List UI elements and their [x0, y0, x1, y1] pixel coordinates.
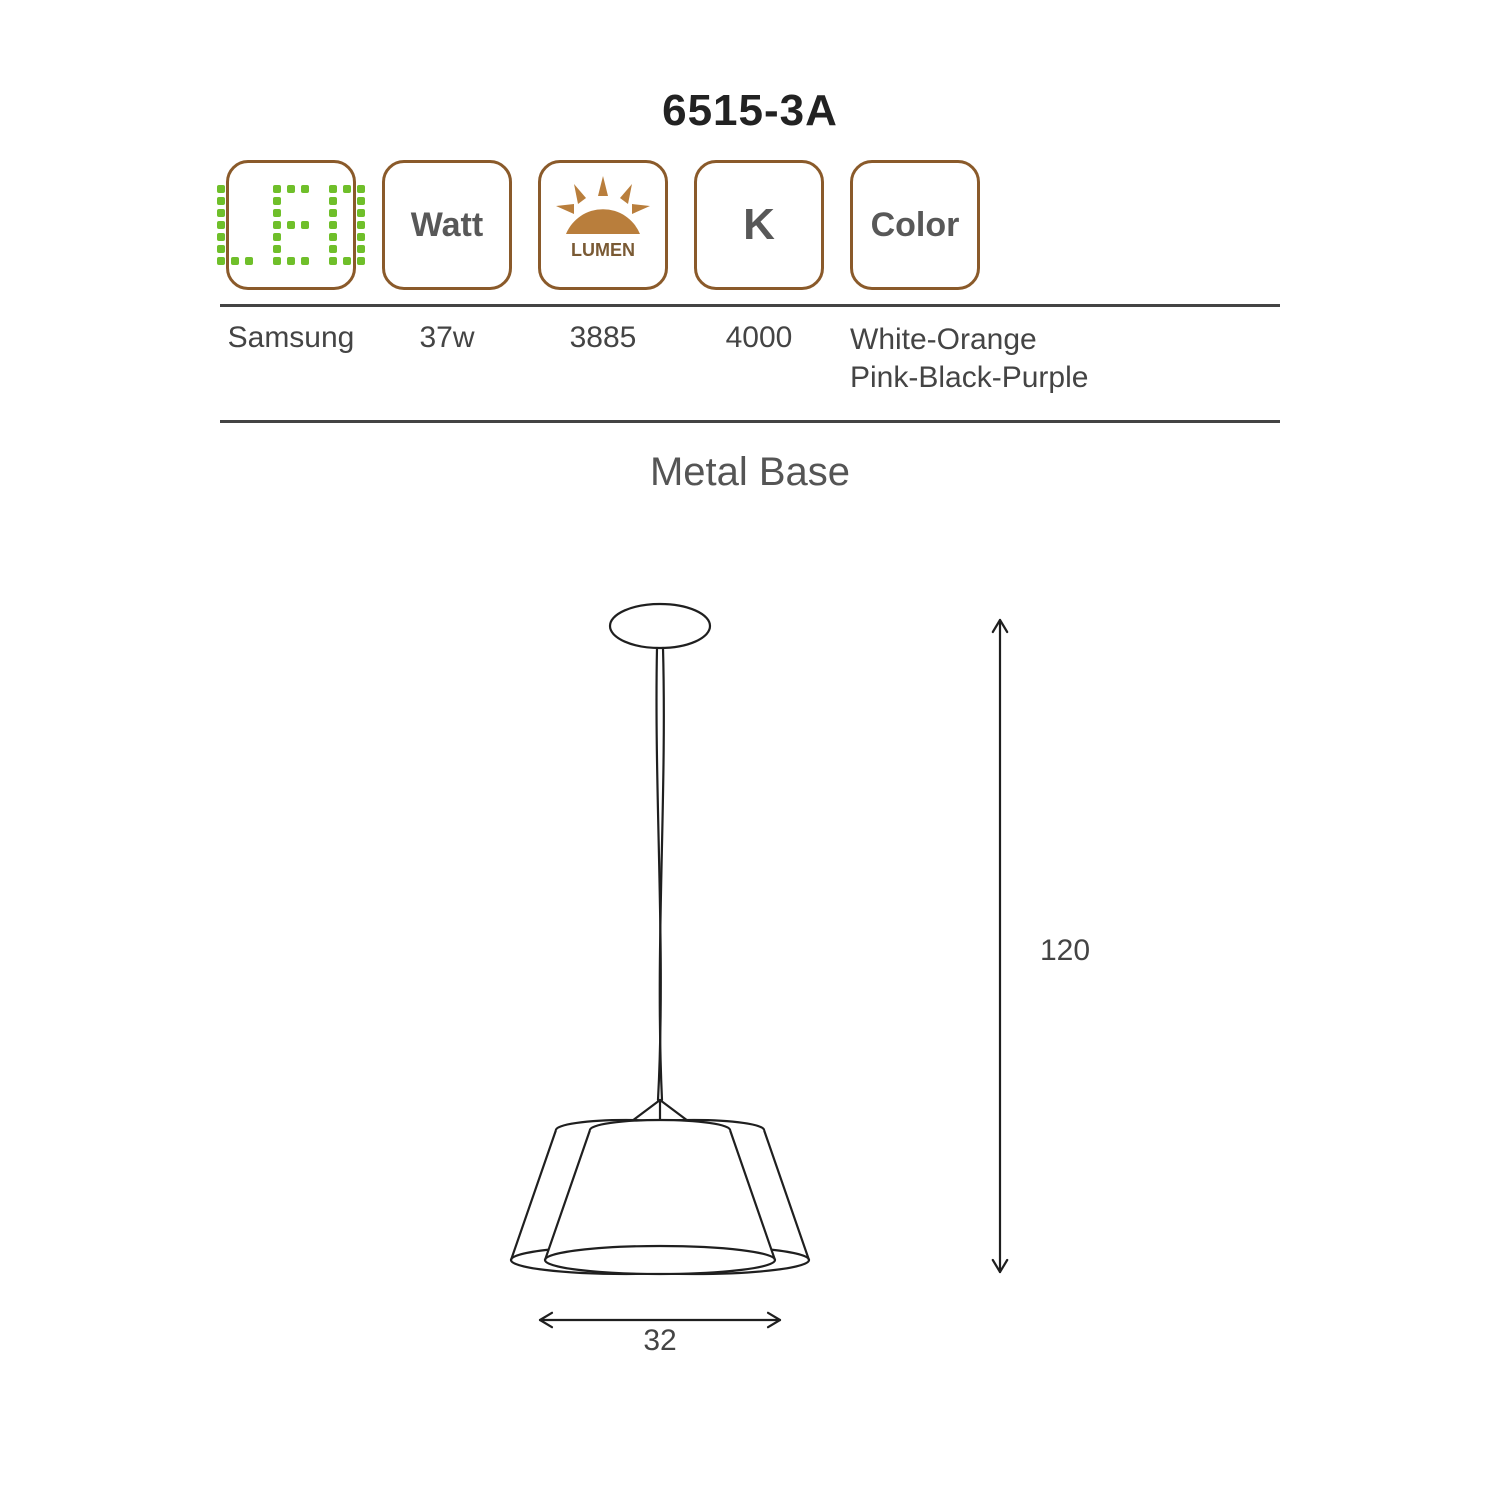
- watt-chip-label: Watt: [411, 206, 483, 245]
- lamp-diagram: 32 120: [380, 600, 1140, 1365]
- led-icon: [217, 185, 365, 265]
- spec-value-row: Samsung 37w 3885 4000 White-Orange Pink-…: [220, 307, 1280, 406]
- spec-table: Watt LUMEN K: [220, 160, 1280, 423]
- base-material: Metal Base: [0, 450, 1500, 495]
- lumen-icon: LUMEN: [548, 170, 658, 280]
- val-k: 4000: [694, 321, 824, 396]
- val-color-line1: White-Orange: [850, 321, 1150, 359]
- k-chip-label: K: [743, 200, 775, 250]
- lumen-chip: LUMEN: [538, 160, 668, 290]
- led-chip: [226, 160, 356, 290]
- watt-chip: Watt: [382, 160, 512, 290]
- svg-text:120: 120: [1040, 934, 1090, 967]
- k-chip: K: [694, 160, 824, 290]
- lumen-chip-label: LUMEN: [571, 240, 635, 260]
- product-code: 6515-3A: [0, 86, 1500, 136]
- lamp-svg: 32 120: [380, 600, 1140, 1360]
- val-led: Samsung: [226, 321, 356, 396]
- spec-rule-bottom: [220, 420, 1280, 423]
- svg-text:32: 32: [643, 1324, 676, 1357]
- color-chip-label: Color: [871, 206, 960, 245]
- val-lumen: 3885: [538, 321, 668, 396]
- spec-header-row: Watt LUMEN K: [220, 160, 1280, 290]
- color-chip: Color: [850, 160, 980, 290]
- val-color-line2: Pink-Black-Purple: [850, 359, 1150, 397]
- val-watt: 37w: [382, 321, 512, 396]
- val-color: White-Orange Pink-Black-Purple: [850, 321, 1150, 396]
